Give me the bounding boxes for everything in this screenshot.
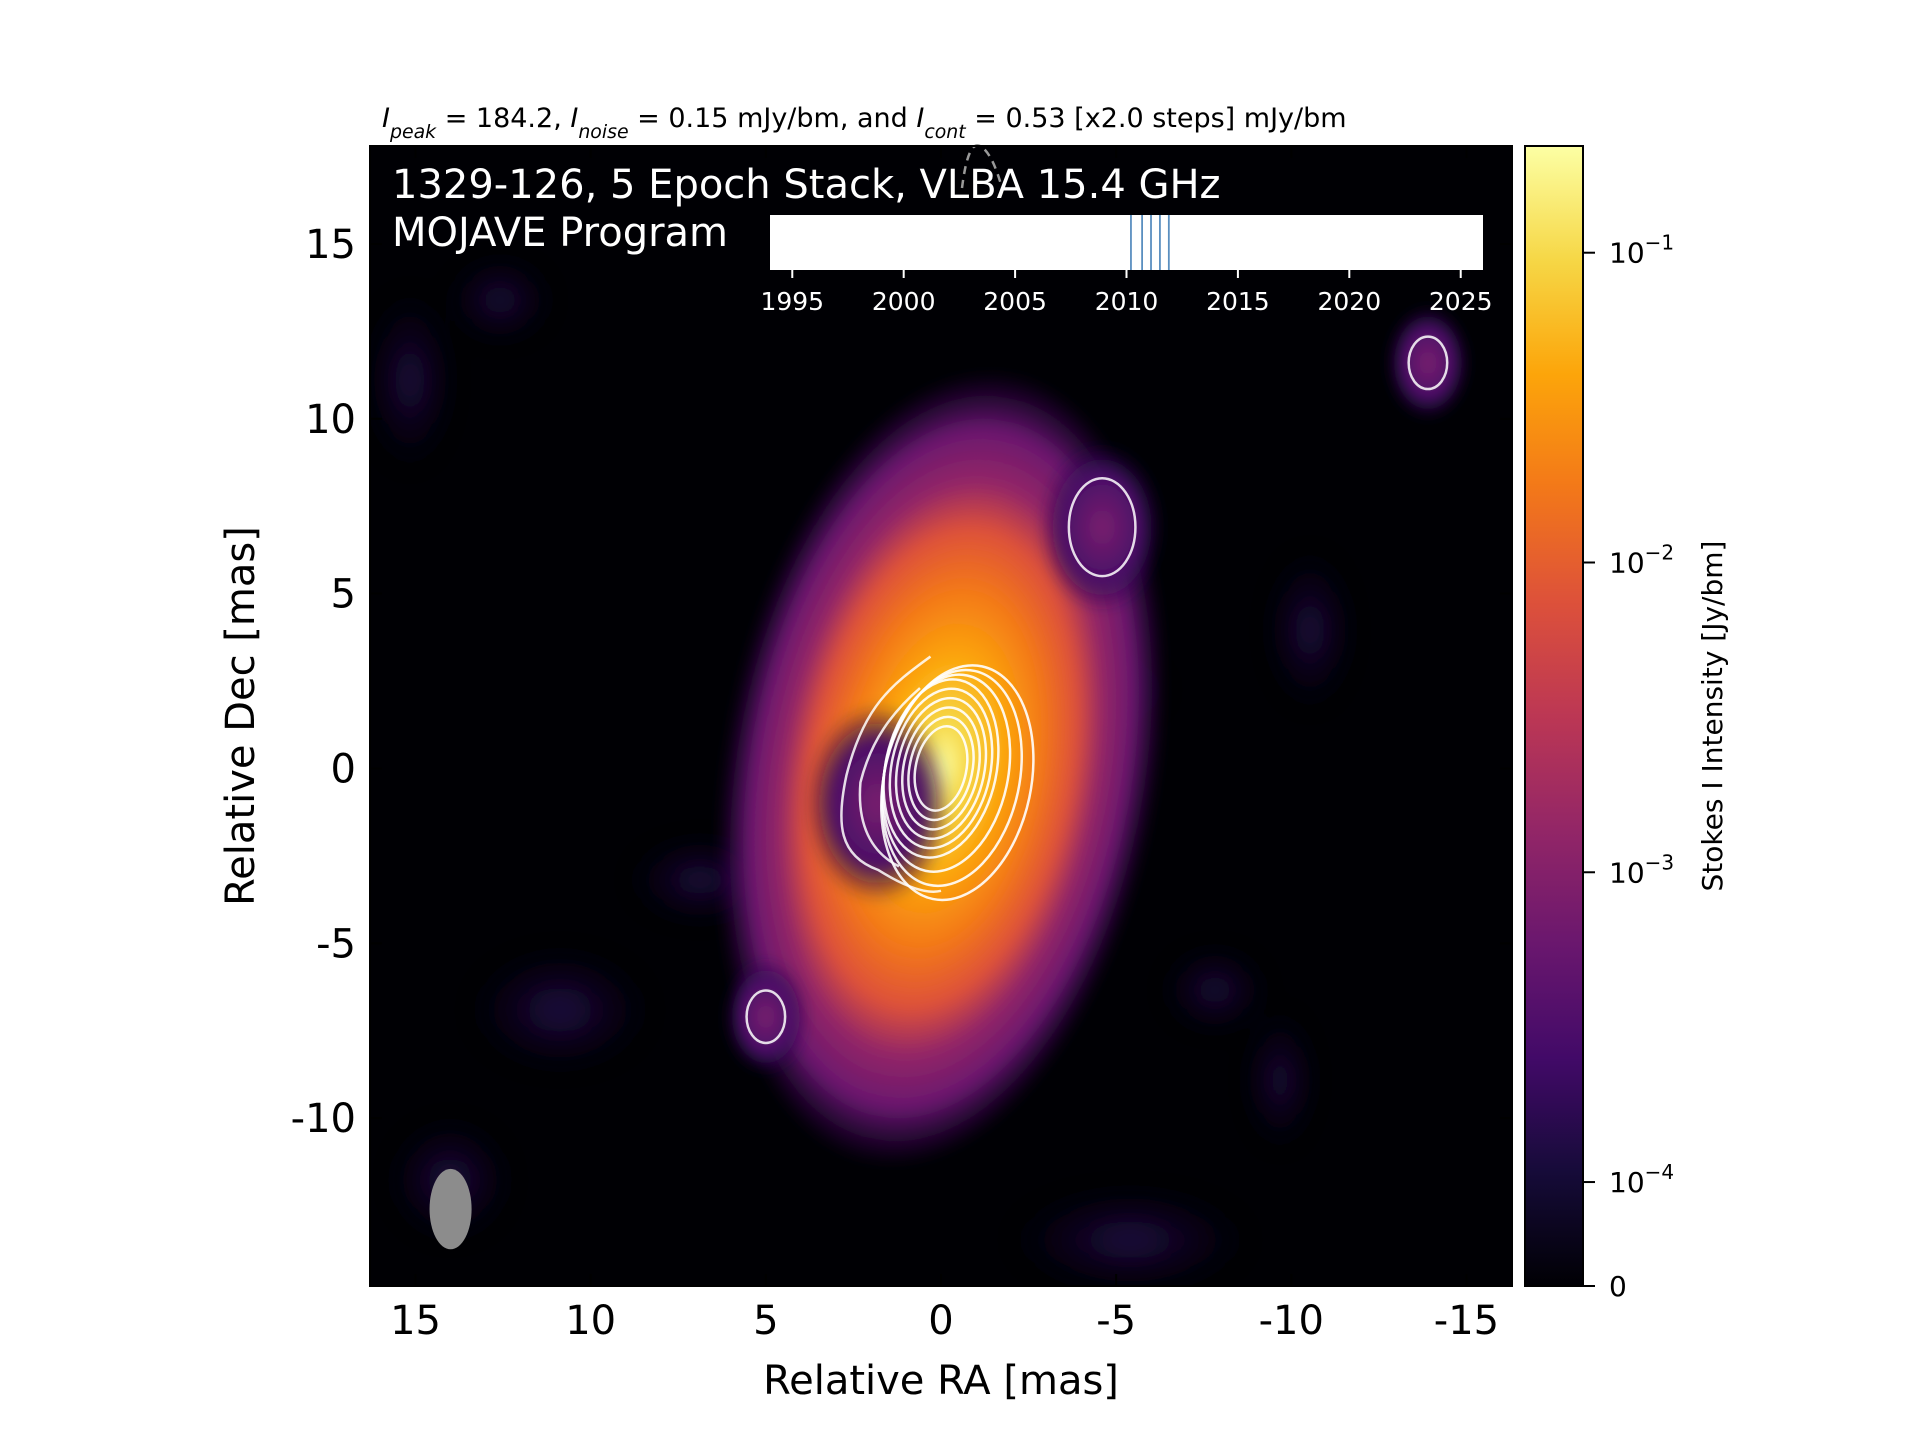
y-tick-label: 5 (331, 572, 356, 618)
y-axis-label: Relative Dec [mas] (218, 526, 264, 906)
peak-subscript: peak (389, 121, 437, 143)
faint-patch (1270, 550, 1350, 710)
contour-inner-lobe (858, 687, 921, 868)
y-tick-label: -5 (316, 921, 356, 967)
x-axis: 15 10 5 0 -5 -10 -15 (390, 146, 1499, 1344)
timeline-tick-label: 2010 (1095, 287, 1159, 316)
peak-symbol: I (382, 103, 390, 134)
epoch-timeline: 1995 2000 2005 2010 2015 2020 2025 (760, 215, 1493, 316)
colorbar-ticks: 10−1 10−2 10−3 10−4 0 (1583, 231, 1674, 1303)
contour-level (894, 696, 988, 841)
y-tick-label: 15 (305, 222, 356, 268)
timeline-ticks: 1995 2000 2005 2010 2015 2020 2025 (760, 270, 1493, 316)
noise-symbol: I (570, 103, 578, 134)
contour-level (882, 678, 1000, 859)
plot-title: 1329-126, 5 Epoch Stack, VLBA 15.4 GHz (392, 162, 1221, 208)
timeline-epochs (1130, 215, 1170, 270)
contour-level (913, 725, 969, 812)
contour-level (901, 706, 981, 831)
x-tick-label: 15 (390, 1298, 441, 1344)
faint-patch (1250, 1010, 1310, 1150)
cont-subscript: cont (924, 121, 966, 143)
colorbar-tick-label: 10−4 (1609, 1160, 1674, 1199)
component-emission (805, 703, 951, 904)
timeline-tick-label: 2020 (1318, 287, 1382, 316)
x-tick-label: 0 (928, 1298, 953, 1344)
timeline-tick-label: 2025 (1429, 287, 1493, 316)
colorbar-gradient (1524, 145, 1584, 1287)
contour-outer-lobe (840, 655, 942, 893)
component-emission (1040, 442, 1164, 612)
peak-text: = 184.2, (436, 103, 570, 134)
plot-subtitle: MOJAVE Program (392, 210, 728, 256)
faint-patch (370, 290, 450, 470)
component-contour (1067, 476, 1137, 578)
colorbar-label: Stokes I Intensity [Jy/bm] (1696, 541, 1729, 892)
x-tick-label: 10 (565, 1298, 616, 1344)
x-tick-label: -10 (1259, 1298, 1324, 1344)
y-axis: 15 10 5 0 -5 -10 (291, 222, 1512, 1142)
timeline-tick-label: 2015 (1206, 287, 1270, 316)
y-tick-label: 10 (305, 397, 356, 443)
cont-text: = 0.53 [x2.0 steps] mJy/bm (966, 103, 1347, 134)
contour-level (888, 687, 994, 850)
plot-area (370, 146, 1512, 1286)
cont-symbol: I (916, 103, 924, 134)
x-axis-label: Relative RA [mas] (763, 1358, 1119, 1404)
header-note: Ipeak = 184.2, Inoise = 0.15 mJy/bm, and… (382, 103, 1347, 143)
colorbar-tick-label: 10−2 (1609, 540, 1674, 579)
component-contour (1407, 335, 1449, 391)
faint-patch (450, 260, 550, 340)
contour-layer (745, 335, 1449, 1045)
y-tick-label: 0 (331, 746, 356, 792)
component-emission (1385, 305, 1470, 421)
timeline-tick-label: 1995 (760, 287, 824, 316)
x-tick-label: -5 (1096, 1298, 1136, 1344)
beam-ellipse (429, 1168, 472, 1250)
component-contour (745, 989, 787, 1045)
noise-text: = 0.15 mJy/bm, and (629, 103, 917, 134)
faint-patch (470, 950, 650, 1070)
faint-patch (1010, 1190, 1250, 1286)
colorbar-tick-label: 0 (1609, 1270, 1627, 1303)
x-tick-label: 5 (753, 1298, 778, 1344)
colorbar-tick-label: 10−1 (1609, 231, 1674, 270)
noise-subscript: noise (578, 121, 628, 143)
component-emission (723, 959, 808, 1075)
timeline-tick-label: 2005 (983, 287, 1047, 316)
faint-patch (1165, 950, 1265, 1030)
timeline-box (770, 215, 1483, 270)
y-tick-label: -10 (291, 1096, 356, 1142)
colorbar-tick-label: 10−3 (1609, 850, 1674, 889)
x-tick-label: -15 (1434, 1298, 1499, 1344)
contour-level (907, 715, 975, 822)
colorbar: 10−1 10−2 10−3 10−4 0 Stokes I Intensity [Jy… (1524, 145, 1729, 1303)
timeline-tick-label: 2000 (872, 287, 936, 316)
